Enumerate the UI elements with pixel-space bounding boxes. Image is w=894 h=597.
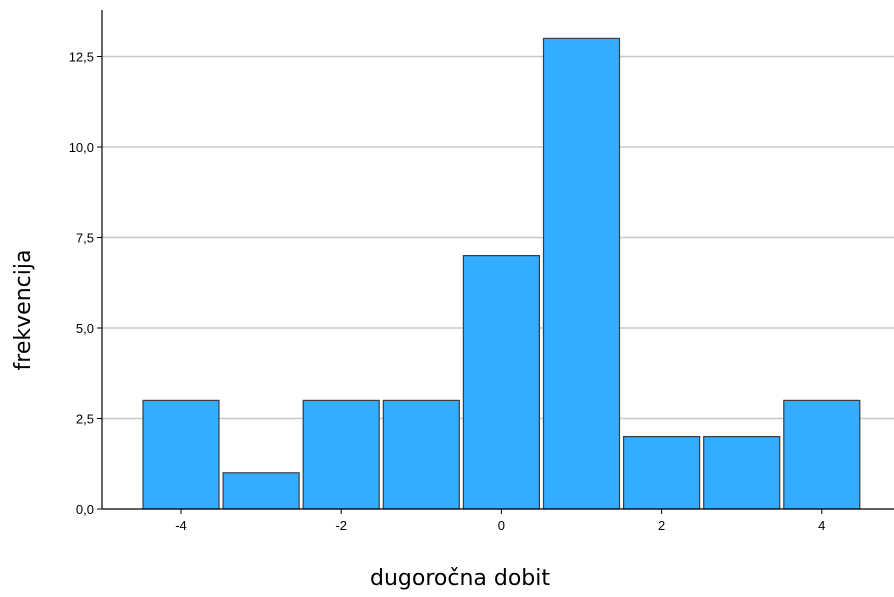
grid-lines xyxy=(102,55,894,420)
x-tick-label: 0 xyxy=(498,518,505,533)
y-tick-label: 7,5 xyxy=(76,231,94,246)
x-axis-label: dugoročna dobit xyxy=(370,566,550,591)
histogram-bar xyxy=(703,436,781,510)
x-tick-label: 2 xyxy=(658,518,665,533)
axes xyxy=(101,10,894,510)
x-tick-label: -2 xyxy=(335,518,347,533)
histogram-bar xyxy=(783,399,861,510)
bars xyxy=(142,37,861,510)
y-tick-label: 0,0 xyxy=(76,502,94,517)
x-tick-labels: -4 -2 0 2 4 xyxy=(175,509,825,533)
x-tick-label: -4 xyxy=(175,518,187,533)
histogram-bar xyxy=(222,472,300,510)
y-tick-label: 5,0 xyxy=(76,321,94,336)
x-tick-label: 4 xyxy=(818,518,825,533)
y-tick-label: 12,5 xyxy=(69,50,94,65)
y-tick-label: 2,5 xyxy=(76,412,94,427)
histogram-bar xyxy=(622,436,701,510)
y-tick-labels: 0,0 2,5 5,0 7,5 10,0 12,5 xyxy=(69,50,102,517)
y-tick-label: 10,0 xyxy=(69,140,94,155)
y-axis-label: frekvencija xyxy=(11,250,36,371)
histogram-bar xyxy=(142,399,220,510)
histogram-bar xyxy=(462,255,540,510)
histogram-bar xyxy=(302,399,380,510)
histogram-bar xyxy=(382,399,460,510)
histogram-bar xyxy=(542,37,621,510)
